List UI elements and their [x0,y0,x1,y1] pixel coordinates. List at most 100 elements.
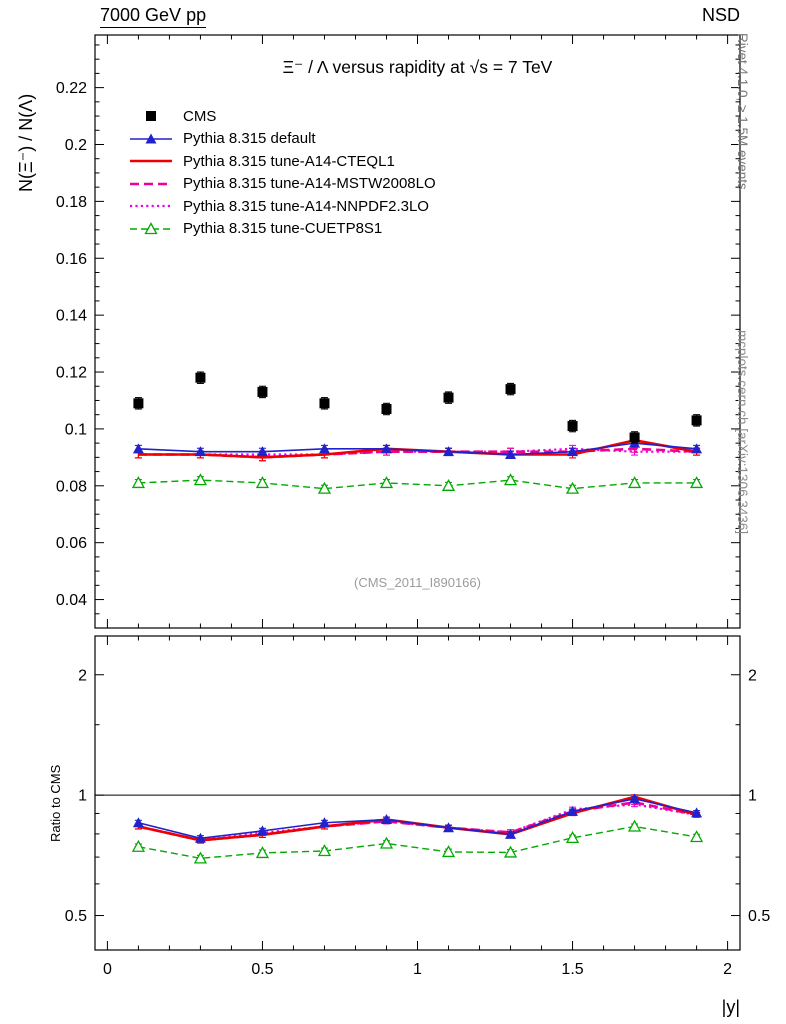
tick-label: 2 [78,667,87,684]
tick-label: 1 [413,961,422,978]
tick-label: 0.16 [56,251,87,268]
marker-triangle-open [255,476,270,489]
tick-label: 0.22 [56,80,87,97]
marker-square [319,398,330,409]
marker-square [443,392,454,403]
marker-triangle-open [131,476,146,489]
series-pythia-8.315-default [132,437,703,460]
series-line [138,447,697,459]
tick-label: 1 [748,788,757,805]
legend-label: Pythia 8.315 tune-A14-NNPDF2.3LO [183,197,429,215]
legend-item-pythia-8.315-tune-cuetp8s1: Pythia 8.315 tune-CUETP8S1 [128,218,436,241]
tick-label: 0.12 [56,365,87,382]
legend-marker-cms [146,111,156,122]
marker-triangle [318,443,330,454]
tick-label: 1.5 [561,961,583,978]
marker-triangle [443,822,455,833]
marker-triangle [380,814,392,825]
marker-triangle [505,828,517,839]
marker-triangle [505,449,517,460]
tick-label: 2 [723,961,732,978]
tick-label: 0.2 [65,137,87,154]
ratio-y-axis-label: Ratio to CMS [48,764,63,842]
marker-square [691,415,702,426]
marker-triangle [132,817,144,828]
marker-triangle-open [689,476,704,489]
marker-square [629,432,640,443]
marker-triangle [194,832,206,843]
marker-triangle [567,446,579,457]
legend-label: Pythia 8.315 tune-A14-MSTW2008LO [183,175,436,193]
marker-triangle-open [441,845,456,858]
series-line [138,798,697,840]
legend-label: Pythia 8.315 default [183,130,316,148]
series-line [138,442,697,456]
axis-ticks-ratio [95,636,740,950]
series-line [138,438,697,459]
marker-square [146,111,156,122]
legend-label: Pythia 8.315 tune-CUETP8S1 [183,220,383,238]
legend-item-pythia-8.315-default: Pythia 8.315 default [128,128,436,151]
marker-triangle-open [441,478,456,491]
error-bars [134,823,701,862]
tick-label: 1 [78,788,87,805]
legend-marker-pythia-8.315-tune-a14-cteql1 [130,159,172,163]
marker-triangle [567,805,579,816]
tick-label: 0.08 [56,478,87,495]
marker-triangle-open [144,221,158,234]
panel-ratio: 0.5 0.5 1 1 2 2 0 0.5 1 1.5 2 [65,635,770,978]
x-axis-label: |y| [721,997,740,1017]
plot-title: Ξ⁻ / Λ versus rapidity at √s = 7 TeV [282,57,553,77]
legend-item-pythia-8.315-tune-a14-cteql1: Pythia 8.315 tune-A14-CTEQL1 [128,150,436,173]
error-bars [134,371,701,444]
marker-square [567,421,578,432]
marker-triangle [318,817,330,828]
event-class-label: NSD [701,5,740,25]
marker-triangle [256,446,268,457]
marker-triangle [380,443,392,454]
marker-triangle [194,446,206,457]
marker-triangle-open [503,473,518,486]
panel-frame-ratio [94,635,741,951]
marker-triangle-open [379,836,394,849]
marker-triangle-open [255,846,270,859]
legend-item-pythia-8.315-tune-a14-nnpdf2.3lo: Pythia 8.315 tune-A14-NNPDF2.3LO [128,195,436,218]
tick-label: 0.5 [251,961,273,978]
series-pythia-8.315-default-ratio [132,793,703,843]
marker-triangle [145,133,157,144]
legend-marker-pythia-8.315-tune-a14-nnpdf2.3lo [130,205,172,208]
marker-triangle-open [503,845,518,858]
legend: CMS Pythia 8.315 default Pythia 8.315 tune… [128,105,436,240]
tick-label: 0.5 [748,908,770,925]
marker-triangle-open [627,476,642,489]
marker-square [505,384,516,395]
marker-triangle-open [627,819,642,832]
legend-label: Pythia 8.315 tune-A14-CTEQL1 [183,152,395,170]
series-line [138,801,697,842]
panel-main: 0.04 0.06 0.08 0.1 0.12 0.14 0.16 0.18 0.2 0.22 [56,34,741,629]
series-cms [133,371,702,444]
marker-triangle [443,446,455,457]
marker-triangle-open [193,851,208,864]
legend-item-pythia-8.315-tune-a14-mstw2008lo: Pythia 8.315 tune-A14-MSTW2008LO [128,173,436,196]
marker-square [257,386,268,397]
legend-item-cms: CMS [128,105,436,128]
tick-label: 0.04 [56,592,87,609]
marker-square [195,372,206,383]
marker-square [133,398,144,409]
rivet-version-label: Rivet 4.1.0, ≥ 1.5M events [735,33,750,190]
tick-label: 2 [748,667,757,684]
marker-triangle-open [379,476,394,489]
marker-triangle-open [565,481,580,494]
analysis-id-watermark: (CMS_2011_I890166) [354,575,481,590]
mcplots-reference-label: mcplots.cern.ch [arXiv:1306.3436] [735,330,750,535]
marker-triangle [629,793,641,804]
legend-marker-pythia-8.315-default [130,133,172,144]
axis-ticks-main [95,35,740,628]
beam-energy-label: 7000 GeV pp [100,5,207,28]
tick-label: 0.06 [56,535,87,552]
series-pythia-8.315-tune-cuetp8s1 [131,473,704,494]
series-pythia-8.315-tune-a14-mstw2008lo [134,444,701,462]
